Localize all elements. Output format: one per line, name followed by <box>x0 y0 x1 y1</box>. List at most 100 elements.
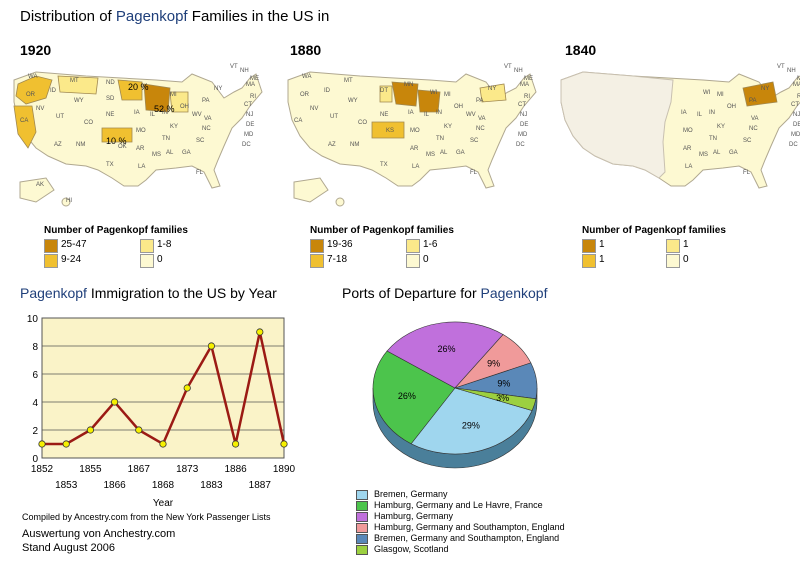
state-label: TN <box>436 136 444 142</box>
pie-data-label: 26% <box>398 391 416 401</box>
data-point <box>86 426 95 434</box>
x-tick-label: 1886 <box>224 464 247 475</box>
legend-swatch <box>582 239 596 253</box>
state-label: PA <box>476 98 484 104</box>
state-label: NE <box>106 112 114 118</box>
map-legend-1840: Number of Pagenkopf families 1 1 1 0 <box>582 225 782 270</box>
legend-label: 1-8 <box>157 239 172 250</box>
state-label: NC <box>476 126 485 132</box>
state-label: ME <box>524 76 533 82</box>
state-shade <box>143 83 171 113</box>
pie-legend-swatch <box>356 490 368 500</box>
state-label: ID <box>324 88 331 94</box>
state-label: PA <box>749 98 757 104</box>
state-label: AR <box>410 146 419 152</box>
state-shade <box>57 75 99 95</box>
state-label: NH <box>787 68 796 74</box>
legend-swatch <box>666 239 680 253</box>
pie-legend-label: Hamburg, Germany <box>374 511 454 521</box>
state-label: MS <box>699 152 708 158</box>
legend-title: Number of Pagenkopf families <box>44 225 188 236</box>
title-suffix: Families in the US in <box>187 8 330 25</box>
state-label: VT <box>777 64 785 70</box>
state-label: 20 % <box>128 82 149 92</box>
state-shade <box>15 75 53 105</box>
map-legend-1880: Number of Pagenkopf families 19-36 1-6 7… <box>310 225 540 270</box>
state-label: IN <box>162 110 168 116</box>
state-label: CT <box>244 102 252 108</box>
state-label: DE <box>246 122 254 128</box>
page-title: Distribution of Pagenkopf Families in th… <box>20 8 329 25</box>
state-label: WY <box>74 98 84 104</box>
pie-legend-swatch <box>356 523 368 533</box>
state-label: KY <box>717 124 725 130</box>
state-label: MT <box>70 78 79 84</box>
state-label: MI <box>170 92 177 98</box>
state-label: NH <box>240 68 249 74</box>
state-label: TN <box>709 136 717 142</box>
legend-label: 1 <box>683 239 689 250</box>
legend-swatch <box>406 239 420 253</box>
x-tick-label: 1890 <box>273 464 296 475</box>
state-label: MN <box>404 82 413 88</box>
pie-title-name: Pagenkopf <box>480 285 548 301</box>
data-point <box>38 440 46 448</box>
unsettled-territory <box>560 71 674 179</box>
state-label: TX <box>106 162 114 168</box>
state-label: WI <box>703 90 711 96</box>
y-tick-label: 0 <box>32 454 38 465</box>
map-year-1840: 1840 <box>565 42 597 58</box>
pie-data-label: 9% <box>487 358 500 368</box>
legend-swatch <box>310 239 324 253</box>
state-label: MO <box>136 128 146 134</box>
pie-slice <box>386 321 504 389</box>
legend-label: 1 <box>599 239 605 250</box>
state-label: AL <box>713 150 721 156</box>
state-label: CO <box>358 120 367 126</box>
state-label: MD <box>518 132 528 138</box>
legend-swatch <box>140 239 154 253</box>
state-label: GA <box>456 150 465 156</box>
pie-legend: Bremen, Germany Hamburg, Germany and Le H… <box>356 489 596 561</box>
state-label: IA <box>134 110 140 116</box>
pie-slice <box>372 350 456 445</box>
pie-legend-label: Hamburg, Germany and Le Havre, France <box>374 500 543 510</box>
legend-label: 9-24 <box>61 254 82 265</box>
data-point <box>111 398 119 406</box>
x-tick-label: 1873 <box>176 464 199 475</box>
state-label: MA <box>246 82 255 88</box>
state-label: ME <box>797 76 800 82</box>
title-prefix: Distribution of <box>20 8 116 25</box>
state-label: OR <box>26 92 36 98</box>
state-label: NJ <box>520 112 527 118</box>
line-title-suffix: Immigration to the US by Year <box>86 285 277 301</box>
us-outline <box>13 71 263 189</box>
title-name: Pagenkopf <box>115 8 188 25</box>
y-tick-label: 10 <box>27 314 39 325</box>
legend-label: 19-36 <box>327 239 353 250</box>
pie-slice <box>454 387 537 411</box>
legend-swatch <box>666 254 680 268</box>
state-label: TN <box>162 136 170 142</box>
state-label: CA <box>20 118 28 124</box>
x-tick-label: 1867 <box>128 464 151 475</box>
state-label: NC <box>749 126 758 132</box>
stand-note: Stand August 2006 <box>22 542 115 554</box>
legend-swatch <box>310 254 324 268</box>
line-title-name: Pagenkopf <box>20 285 87 301</box>
state-label: AL <box>166 150 174 156</box>
state-label: DC <box>789 142 798 148</box>
state-label: CT <box>518 102 526 108</box>
alaska-shape <box>293 177 329 203</box>
state-label: SC <box>743 138 752 144</box>
auswertung-note: Auswertung von Anchestry.com <box>22 528 176 540</box>
state-label: WA <box>302 74 311 80</box>
pie-chart-title: Ports of Departure for Pagenkopf <box>342 285 547 301</box>
state-label: OH <box>180 104 189 110</box>
legend-label: 0 <box>423 254 429 265</box>
state-label: NM <box>350 142 359 148</box>
pie-title-prefix: Ports of Departure for <box>342 285 481 301</box>
pie-legend-label: Glasgow, Scotland <box>374 544 449 554</box>
legend-swatch <box>406 254 420 268</box>
